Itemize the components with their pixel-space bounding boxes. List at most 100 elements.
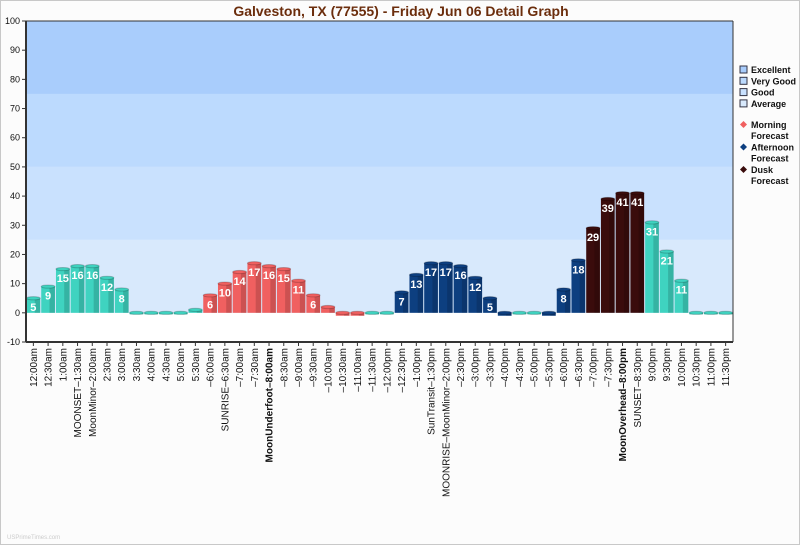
bar-shade bbox=[108, 277, 114, 313]
bar-cap bbox=[246, 261, 262, 266]
bar-value-label: 39 bbox=[602, 203, 614, 215]
x-tick-label: –7:00pm bbox=[589, 348, 600, 387]
bar-value-label: 5 bbox=[30, 302, 36, 314]
bar-cap bbox=[70, 264, 85, 269]
bar-cap bbox=[453, 264, 468, 269]
bar bbox=[600, 199, 615, 313]
bar-cap bbox=[423, 261, 439, 266]
x-tick-label: MoonOverhead–8:00pm bbox=[618, 348, 629, 461]
y-tick-label: 20 bbox=[10, 249, 20, 259]
bar-cap bbox=[703, 310, 719, 315]
legend-very-good: Very Good bbox=[751, 76, 796, 86]
x-tick-label: –10:00am bbox=[323, 348, 334, 392]
x-tick-label: MOONRISE–MoonMinor–2:00pm bbox=[441, 348, 452, 497]
bar bbox=[247, 263, 262, 313]
bar-cap bbox=[556, 287, 571, 292]
bar-cap bbox=[276, 266, 292, 272]
bar bbox=[41, 286, 55, 313]
x-tick-label: SUNSET–8:30pm bbox=[633, 348, 644, 427]
x-tick-label: –4:30pm bbox=[515, 348, 526, 387]
x-tick-label: 11:00pm bbox=[706, 348, 717, 386]
x-tick-label: –5:00pm bbox=[530, 348, 541, 387]
x-tick-label: 10:00pm bbox=[677, 348, 688, 387]
bar bbox=[468, 277, 483, 313]
bar bbox=[217, 283, 232, 313]
x-tick-label: 9:30pm bbox=[662, 348, 673, 381]
bar-cap bbox=[40, 284, 56, 289]
bar-shade bbox=[78, 266, 85, 313]
bar-shade bbox=[476, 277, 483, 313]
bar-cap bbox=[202, 293, 218, 298]
x-tick-label: 9:00pm bbox=[647, 348, 658, 381]
bar-shade bbox=[506, 312, 512, 316]
bar-value-label: 11 bbox=[293, 285, 305, 297]
bar-value-label: 8 bbox=[561, 293, 567, 305]
bar-shade bbox=[270, 266, 276, 313]
x-tick-label: –5:30pm bbox=[544, 348, 555, 387]
bar-shade bbox=[609, 199, 615, 313]
x-tick-label: –12:00pm bbox=[382, 348, 393, 392]
bar-value-label: 15 bbox=[278, 273, 290, 285]
bar-cap bbox=[291, 278, 306, 283]
bar-cap bbox=[84, 264, 100, 269]
bar-cap bbox=[305, 293, 321, 298]
bar-cap bbox=[261, 264, 277, 269]
band-average bbox=[26, 239, 733, 313]
x-tick-label: –6:30pm bbox=[574, 348, 585, 387]
bar-cap bbox=[173, 310, 189, 315]
x-tick-label: 5:30am bbox=[191, 348, 202, 381]
x-tick-label: –6:00am bbox=[206, 348, 217, 387]
bar-cap bbox=[143, 310, 159, 315]
y-tick-label: 40 bbox=[10, 191, 20, 201]
x-tick-label: 11:30pm bbox=[721, 348, 732, 386]
y-tick-label: 90 bbox=[10, 45, 20, 55]
bar-cap bbox=[541, 310, 557, 315]
bar-cap bbox=[320, 304, 336, 310]
bar-shade bbox=[285, 269, 291, 313]
bar-shade bbox=[682, 280, 689, 313]
bar bbox=[409, 274, 424, 313]
bar-shade bbox=[255, 263, 262, 313]
x-tick-label: –8:30am bbox=[279, 348, 290, 387]
bar-shade bbox=[447, 263, 453, 313]
y-tick-label: -10 bbox=[7, 337, 20, 347]
bar-value-label: 16 bbox=[454, 270, 466, 282]
bar-cap bbox=[394, 290, 409, 295]
bar-cap bbox=[188, 307, 203, 312]
bar-shade bbox=[638, 193, 645, 313]
x-tick-label: SunTransit–1:30pm bbox=[427, 348, 438, 435]
bar-cap bbox=[379, 310, 395, 315]
x-tick-label: –1:00pm bbox=[412, 348, 423, 387]
bar-shade bbox=[240, 271, 247, 313]
bar bbox=[483, 298, 497, 313]
bar-shade bbox=[299, 280, 306, 313]
x-tick-label: 2:30am bbox=[103, 348, 114, 381]
x-tick-label: 3:00am bbox=[117, 348, 128, 381]
legend-swatch bbox=[739, 99, 748, 108]
bar-value-label: 13 bbox=[410, 279, 422, 291]
bar bbox=[659, 251, 674, 313]
bar-cap bbox=[129, 310, 144, 315]
bar-shade bbox=[93, 266, 100, 313]
x-tick-label: 12:00am bbox=[29, 348, 40, 387]
bar-value-label: 9 bbox=[45, 291, 51, 303]
x-tick-label: –7:30pm bbox=[603, 348, 614, 387]
x-tick-label: –10:30am bbox=[338, 348, 349, 392]
bar bbox=[262, 266, 276, 313]
bar-cap bbox=[55, 266, 71, 272]
bar-value-label: 41 bbox=[616, 197, 628, 209]
legend-average: Average bbox=[751, 99, 786, 109]
bar-shade bbox=[358, 312, 365, 316]
y-tick-label: 30 bbox=[10, 220, 20, 230]
bar-shade bbox=[623, 193, 630, 313]
x-tick-label: MoonUnderfoot–8:00am bbox=[265, 348, 276, 463]
bar bbox=[232, 271, 247, 313]
x-tick-label: 4:30am bbox=[161, 348, 172, 381]
bar-shade bbox=[34, 298, 41, 313]
legend-diamond-icon bbox=[740, 121, 747, 128]
bar-value-label: 31 bbox=[646, 226, 658, 238]
band-good bbox=[26, 166, 733, 240]
bar-cap bbox=[615, 191, 630, 196]
x-tick-label: 12:30am bbox=[44, 348, 55, 387]
bar-value-label: 12 bbox=[469, 282, 481, 294]
